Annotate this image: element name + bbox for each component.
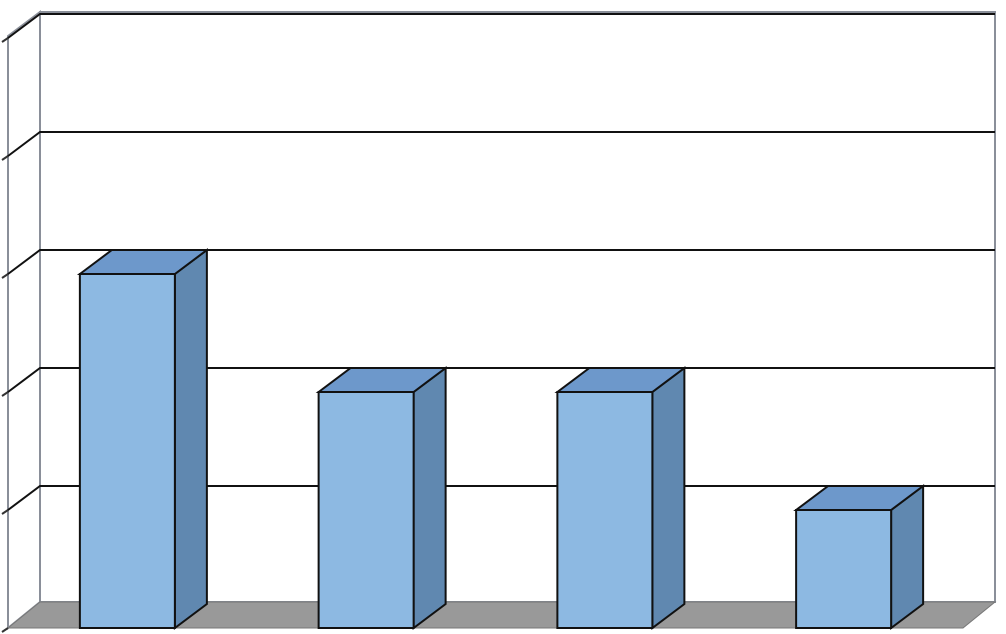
- grid-line: [7, 13, 995, 39]
- bar-front: [317, 391, 415, 629]
- tick-mark: [1, 155, 9, 161]
- grid-line: [7, 131, 995, 157]
- bar: [315, 366, 449, 630]
- bar: [76, 248, 210, 630]
- tick-mark: [1, 37, 9, 43]
- bar-side: [412, 366, 447, 630]
- tick-mark: [1, 509, 9, 515]
- bar-side: [173, 248, 208, 630]
- left-wall: [7, 10, 41, 631]
- bar-front: [78, 273, 176, 629]
- bar: [793, 484, 927, 630]
- bar-side: [651, 366, 686, 630]
- grid-line: [7, 249, 995, 275]
- bar: [554, 366, 688, 630]
- bar-front: [795, 509, 893, 629]
- bar-front: [556, 391, 654, 629]
- tick-mark: [1, 273, 9, 279]
- tick-mark: [1, 627, 9, 633]
- tick-mark: [1, 391, 9, 397]
